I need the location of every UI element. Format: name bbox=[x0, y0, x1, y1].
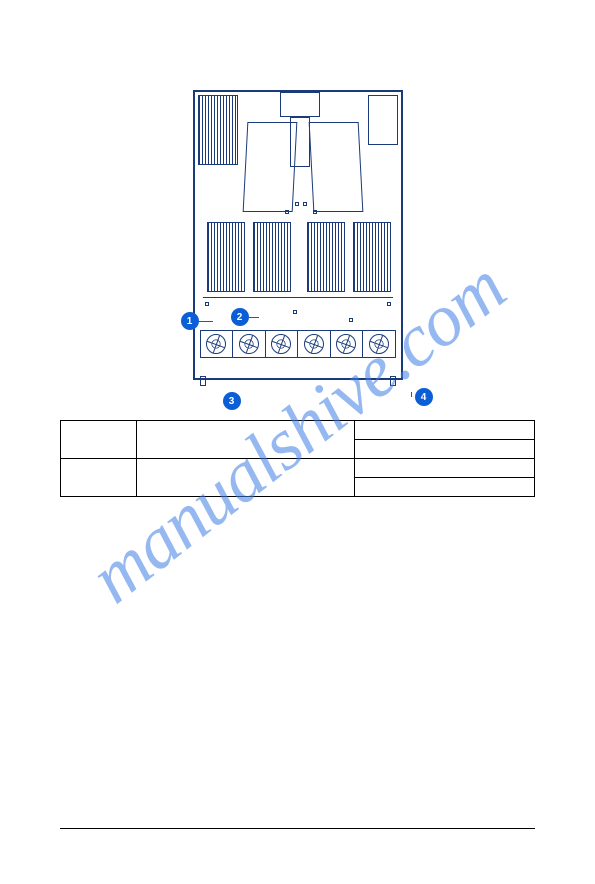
component-dot bbox=[303, 202, 307, 206]
fan-module bbox=[233, 331, 266, 357]
page: 1 2 3 4 manualshive bbox=[0, 0, 595, 884]
io-right bbox=[368, 95, 398, 145]
footer-rule bbox=[60, 828, 535, 829]
dimm-bank-3 bbox=[307, 222, 345, 292]
cell-item bbox=[61, 421, 137, 459]
component-dot bbox=[285, 210, 289, 214]
foot-right bbox=[390, 376, 396, 386]
connector bbox=[387, 302, 391, 306]
foot-left bbox=[200, 376, 206, 386]
callout-3: 3 bbox=[223, 392, 241, 410]
callout-2: 2 bbox=[231, 308, 249, 326]
fan-module bbox=[266, 331, 299, 357]
fan-module bbox=[331, 331, 364, 357]
fan-module bbox=[201, 331, 234, 357]
connector bbox=[349, 318, 353, 322]
table-row bbox=[61, 459, 535, 497]
cell-desc bbox=[136, 421, 354, 459]
cell-sub-top bbox=[355, 421, 534, 440]
dimm-bank-1 bbox=[207, 222, 245, 292]
cell-sub-bottom bbox=[355, 478, 534, 496]
top-notch bbox=[280, 92, 320, 117]
callout-1: 1 bbox=[181, 312, 199, 330]
callout-line bbox=[199, 321, 213, 322]
cell-split bbox=[354, 421, 534, 459]
cell-split bbox=[354, 459, 534, 497]
connector bbox=[293, 310, 297, 314]
cell-item bbox=[61, 459, 137, 497]
component-dot bbox=[313, 210, 317, 214]
psu-left bbox=[198, 95, 238, 165]
connector bbox=[205, 302, 209, 306]
dimm-bank-2 bbox=[253, 222, 291, 292]
fan-module bbox=[363, 331, 395, 357]
callout-line bbox=[249, 317, 259, 318]
right-panel bbox=[308, 122, 363, 212]
fan-module bbox=[298, 331, 331, 357]
component-table bbox=[60, 420, 535, 497]
left-panel bbox=[242, 122, 297, 212]
cell-sub-bottom bbox=[355, 440, 534, 458]
fan-row bbox=[200, 330, 396, 358]
chassis-outline bbox=[193, 90, 403, 380]
callout-4: 4 bbox=[415, 388, 433, 406]
server-diagram: 1 2 3 4 bbox=[173, 90, 423, 390]
dimm-bank-4 bbox=[353, 222, 391, 292]
cell-desc bbox=[136, 459, 354, 497]
callout-line bbox=[411, 392, 412, 397]
table-row bbox=[61, 421, 535, 459]
component-dot bbox=[295, 202, 299, 206]
cell-sub-top bbox=[355, 459, 534, 478]
